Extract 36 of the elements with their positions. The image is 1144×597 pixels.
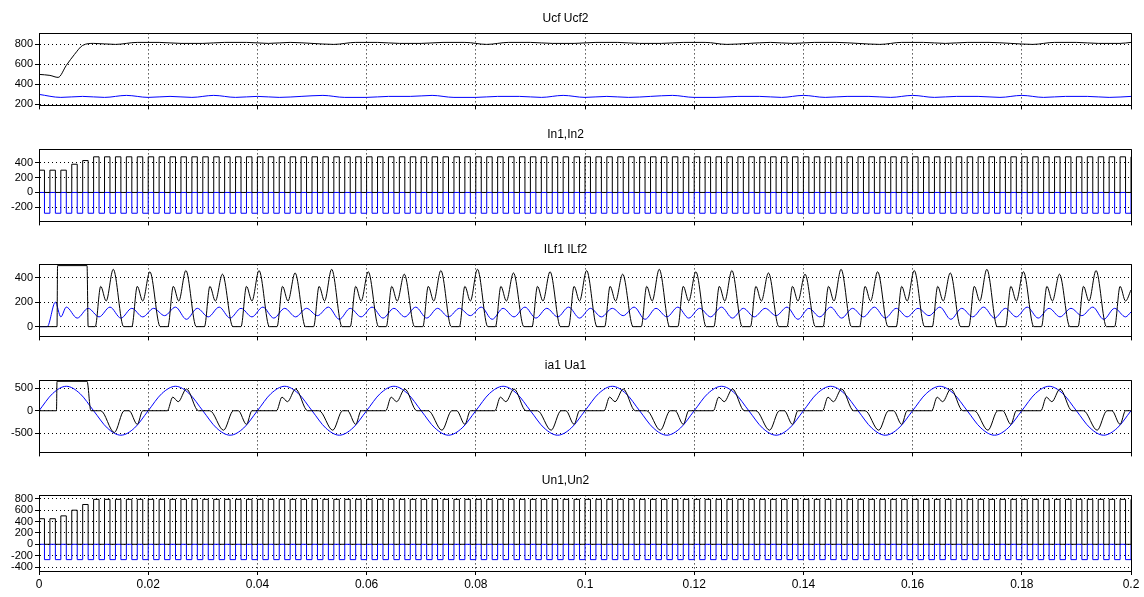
x-tick-label: 0.02 [136, 576, 161, 591]
y-tick-label: 0 [26, 184, 33, 197]
x-tick-label: 0.04 [245, 576, 270, 591]
x-tick-label: 0.18 [1010, 576, 1034, 591]
x-tick-label: 0.1 [576, 576, 594, 591]
y-tick-label: 400 [14, 270, 33, 283]
y-tick-label: -200 [10, 548, 33, 561]
y-tick-label: 500 [14, 380, 33, 393]
y-tick-label: 0 [26, 403, 33, 416]
x-tick-label: 0.16 [900, 576, 925, 591]
y-tick-label: 800 [14, 37, 33, 50]
chart-title: In1,In2 [547, 126, 585, 141]
x-tick-label: 0.14 [791, 576, 816, 591]
y-tick-label: 400 [14, 77, 33, 90]
y-tick-label: 600 [14, 57, 33, 70]
y-tick-label: -200 [10, 199, 33, 212]
y-tick-label: 200 [14, 170, 33, 183]
x-tick-label: 0.2 [1122, 576, 1140, 591]
x-tick-label: 0.12 [682, 576, 707, 591]
y-tick-label: 0 [26, 319, 33, 332]
y-tick-label: 600 [14, 503, 33, 516]
x-tick-label: 0.06 [354, 576, 379, 591]
y-tick-label: -500 [10, 425, 33, 438]
y-tick-label: 400 [14, 514, 33, 527]
y-tick-label: 0 [26, 537, 33, 550]
y-tick-label: 400 [14, 155, 33, 168]
y-tick-label: 200 [14, 525, 33, 538]
chart-title: Un1,Un2 [541, 472, 590, 487]
x-tick-label: 0.08 [464, 576, 488, 591]
y-tick-label: 800 [14, 491, 33, 504]
chart-title: ia1 Ua1 [544, 357, 587, 372]
chart-title: ILf1 ILf2 [543, 241, 588, 256]
chart-title: Ucf Ucf2 [542, 10, 589, 25]
y-tick-label: -400 [10, 560, 33, 573]
y-tick-label: 200 [14, 295, 33, 308]
y-tick-label: 200 [14, 97, 33, 110]
